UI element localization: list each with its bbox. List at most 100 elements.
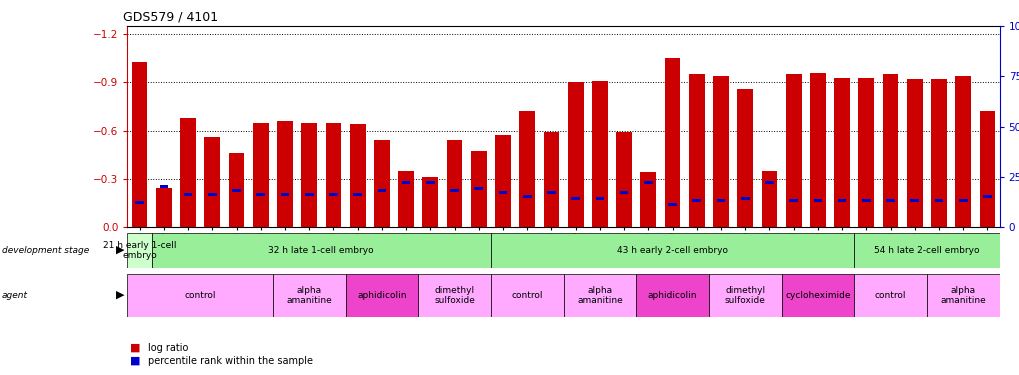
- Text: control: control: [511, 291, 542, 300]
- Bar: [858, 78, 873, 227]
- Bar: [204, 137, 220, 227]
- Bar: [523, 195, 531, 198]
- Bar: [256, 194, 265, 196]
- Bar: [127, 232, 152, 268]
- Bar: [712, 76, 729, 227]
- Bar: [350, 124, 365, 227]
- Bar: [926, 274, 999, 317]
- Bar: [789, 200, 797, 202]
- Bar: [910, 200, 918, 202]
- Bar: [886, 200, 894, 202]
- Bar: [636, 274, 708, 317]
- Bar: [837, 200, 846, 202]
- Bar: [449, 189, 459, 192]
- Bar: [325, 123, 341, 227]
- Bar: [329, 194, 337, 196]
- Bar: [397, 171, 414, 227]
- Text: log ratio: log ratio: [148, 343, 189, 353]
- Bar: [422, 177, 438, 227]
- Bar: [906, 79, 922, 227]
- Bar: [854, 274, 926, 317]
- Bar: [471, 152, 486, 227]
- Text: 32 h late 1-cell embryo: 32 h late 1-cell embryo: [268, 246, 374, 255]
- Bar: [664, 58, 680, 227]
- Bar: [716, 200, 725, 202]
- Bar: [494, 135, 511, 227]
- Bar: [301, 123, 317, 227]
- Bar: [643, 181, 652, 184]
- Bar: [615, 132, 632, 227]
- Bar: [620, 191, 628, 194]
- Bar: [353, 194, 362, 196]
- Bar: [273, 274, 345, 317]
- Bar: [253, 123, 268, 227]
- Bar: [595, 197, 603, 200]
- Bar: [761, 171, 776, 227]
- Bar: [136, 201, 144, 204]
- Bar: [930, 79, 946, 227]
- Bar: [418, 274, 490, 317]
- Bar: [861, 200, 870, 202]
- Bar: [519, 111, 535, 227]
- Bar: [708, 274, 781, 317]
- Text: 54 h late 2-cell embryo: 54 h late 2-cell embryo: [873, 246, 978, 255]
- Text: alpha
amanitine: alpha amanitine: [577, 286, 623, 305]
- Bar: [228, 153, 245, 227]
- Bar: [156, 188, 171, 227]
- Bar: [764, 181, 773, 184]
- Bar: [785, 74, 801, 227]
- Bar: [277, 121, 292, 227]
- Text: aphidicolin: aphidicolin: [357, 291, 407, 300]
- Text: ▶: ▶: [116, 290, 124, 300]
- Text: dimethyl
sulfoxide: dimethyl sulfoxide: [725, 286, 765, 305]
- Text: 43 h early 2-cell embryo: 43 h early 2-cell embryo: [616, 246, 728, 255]
- Text: ■: ■: [129, 356, 140, 366]
- Bar: [982, 195, 990, 198]
- Bar: [131, 62, 148, 227]
- Bar: [159, 185, 168, 188]
- Bar: [958, 200, 967, 202]
- Bar: [543, 132, 558, 227]
- Text: ■: ■: [129, 343, 140, 353]
- Bar: [667, 203, 677, 206]
- Text: dimethyl
sulfoxide: dimethyl sulfoxide: [434, 286, 475, 305]
- Bar: [564, 274, 636, 317]
- Bar: [571, 197, 580, 200]
- Text: alpha
amanitine: alpha amanitine: [286, 286, 332, 305]
- Bar: [591, 81, 607, 227]
- Bar: [374, 140, 389, 227]
- Bar: [446, 140, 462, 227]
- Bar: [426, 181, 434, 184]
- Bar: [692, 200, 700, 202]
- Bar: [978, 111, 995, 227]
- Bar: [345, 274, 418, 317]
- Bar: [490, 274, 564, 317]
- Text: alpha
amanitine: alpha amanitine: [940, 286, 985, 305]
- Bar: [498, 191, 506, 194]
- Text: aphidicolin: aphidicolin: [647, 291, 697, 300]
- Bar: [180, 118, 196, 227]
- Text: 21 h early 1-cell
embryo: 21 h early 1-cell embryo: [103, 241, 176, 260]
- Bar: [127, 274, 273, 317]
- Bar: [881, 74, 898, 227]
- Bar: [490, 232, 854, 268]
- Bar: [401, 181, 410, 184]
- Text: control: control: [184, 291, 216, 300]
- Text: control: control: [874, 291, 906, 300]
- Text: development stage: development stage: [2, 246, 90, 255]
- Bar: [208, 194, 216, 196]
- Text: percentile rank within the sample: percentile rank within the sample: [148, 356, 313, 366]
- Bar: [568, 82, 583, 227]
- Bar: [546, 191, 555, 194]
- Bar: [955, 76, 970, 227]
- Text: ▶: ▶: [116, 245, 124, 255]
- Bar: [834, 78, 849, 227]
- Bar: [854, 232, 999, 268]
- Bar: [688, 74, 704, 227]
- Bar: [933, 200, 943, 202]
- Bar: [474, 187, 483, 190]
- Bar: [183, 194, 193, 196]
- Bar: [640, 172, 655, 227]
- Bar: [305, 194, 313, 196]
- Bar: [377, 189, 386, 192]
